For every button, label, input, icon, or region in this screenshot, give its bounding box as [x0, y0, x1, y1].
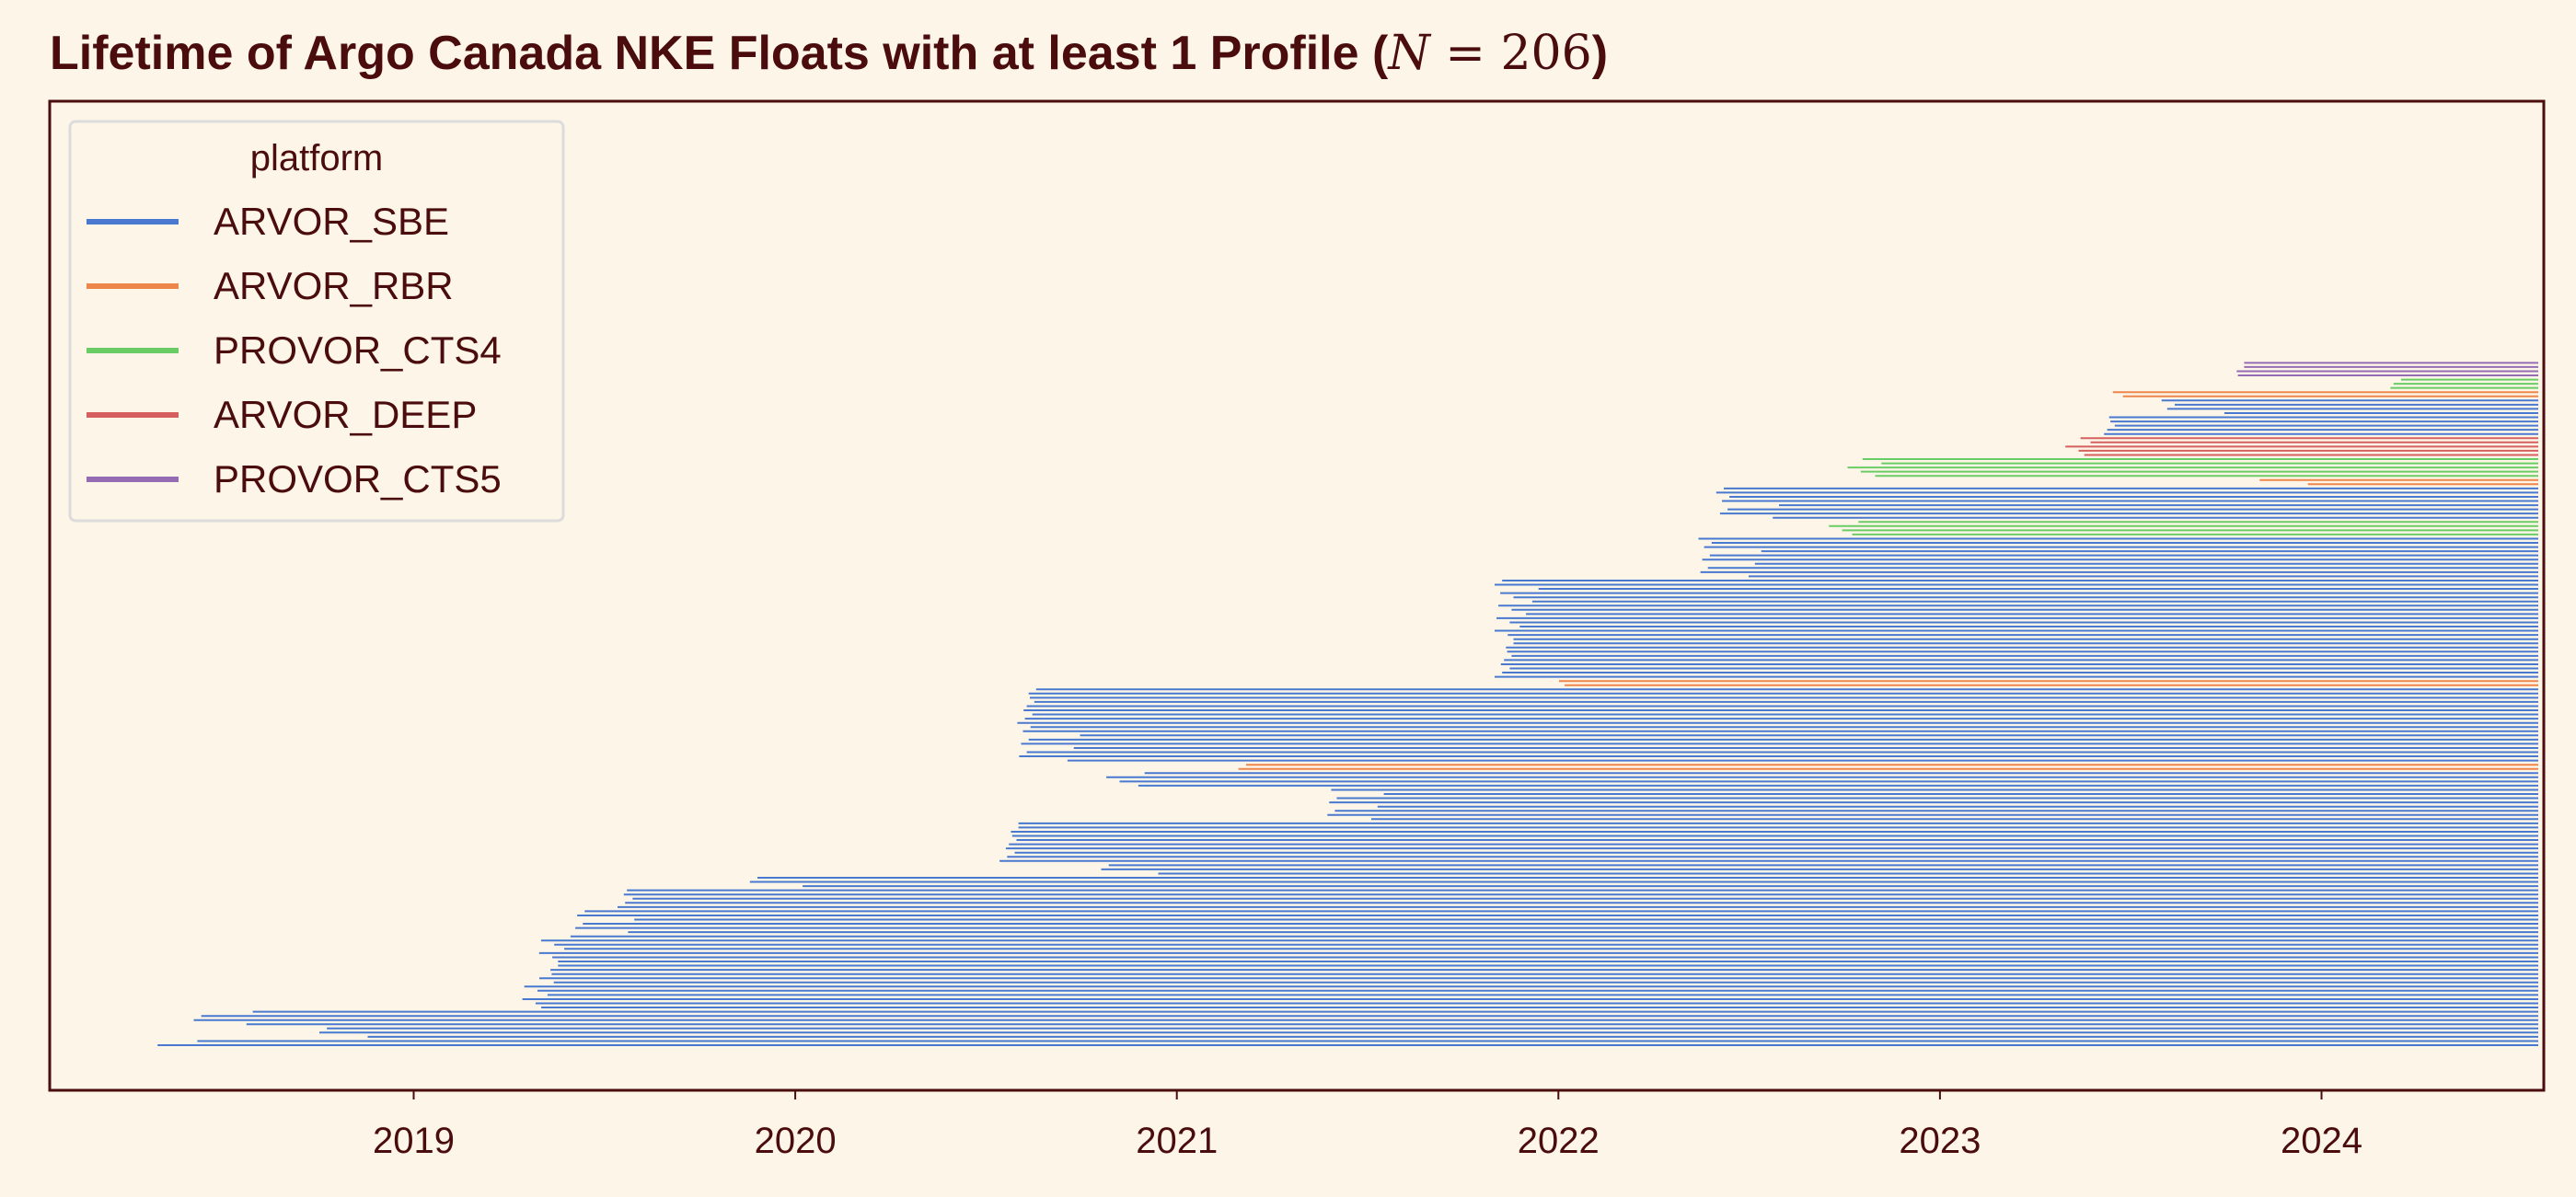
- chart-title-close: ): [1591, 27, 1609, 80]
- x-tick-label: 2021: [1136, 1121, 1218, 1161]
- x-tick-label: 2023: [1899, 1121, 1981, 1161]
- legend-label: ARVOR_RBR: [214, 264, 454, 307]
- legend-box: [68, 120, 565, 523]
- x-tick-label: 2022: [1518, 1121, 1600, 1161]
- legend-label: PROVOR_CTS4: [214, 328, 502, 372]
- legend-label: ARVOR_SBE: [214, 200, 449, 243]
- x-tick-label: 2024: [2281, 1121, 2362, 1161]
- chart-title-n-symbol: N: [1388, 26, 1430, 81]
- chart-title-text: Lifetime of Argo Canada NKE Floats with …: [50, 27, 1389, 80]
- x-tick-label: 2020: [755, 1121, 837, 1161]
- legend-title: platform: [250, 138, 384, 178]
- legend: platform ARVOR_SBE ARVOR_RBR PROVOR_CTS4 ARV…: [68, 120, 565, 523]
- legend-label: ARVOR_DEEP: [214, 393, 477, 436]
- legend-label: PROVOR_CTS5: [214, 457, 502, 501]
- chart-title-n-value: = 206: [1429, 26, 1592, 81]
- x-axis: 2019 2020 2021 2022 2023 2024: [373, 1090, 2362, 1161]
- chart-title: Lifetime of Argo Canada NKE Floats with …: [50, 26, 1608, 81]
- x-tick-label: 2019: [373, 1121, 455, 1161]
- float-lifetime-lines: [157, 362, 2538, 1046]
